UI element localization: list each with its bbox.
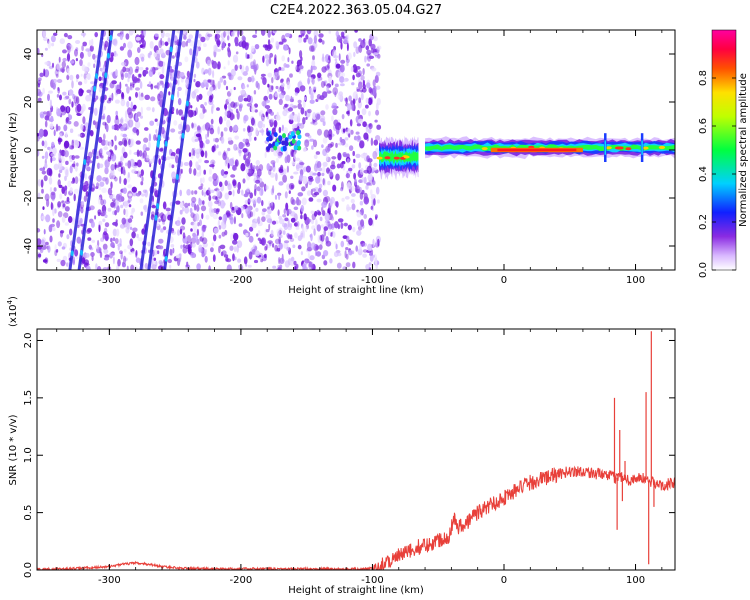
spectrogram-ytick-label: -20 bbox=[23, 190, 34, 206]
spectrogram-xlabel: Height of straight line (km) bbox=[288, 285, 424, 296]
spectrogram-ytick-label: 0 bbox=[23, 147, 34, 153]
spectrogram-ytick-label: -40 bbox=[23, 238, 34, 254]
snr-frame bbox=[36, 328, 676, 571]
colorbar-label: Normalized spectral amplitude bbox=[738, 73, 749, 227]
figure-title: C2E4.2022.363.05.04.G27 bbox=[270, 3, 442, 18]
colorbar-tick-label: 0.2 bbox=[698, 214, 709, 230]
snr-xtick-label: -100 bbox=[361, 575, 384, 586]
snr-xtick-label: -200 bbox=[230, 575, 253, 586]
colorbar-gradient bbox=[711, 29, 737, 271]
snr-xtick-label: 100 bbox=[626, 575, 645, 586]
colorbar: 0.0 0.2 0.4 0.6 0.8 Normalized spectral ampl… bbox=[698, 29, 749, 278]
diagonal-track bbox=[68, 30, 105, 270]
snr-xtick-label: 0 bbox=[501, 575, 507, 586]
diagonal-track bbox=[77, 30, 114, 270]
snr-xtick-label: -300 bbox=[98, 575, 121, 586]
colorbar-tick-label: 0.6 bbox=[698, 118, 709, 134]
snr-scale-open: (x10 bbox=[8, 304, 19, 327]
snr-ytick-label: 0.0 bbox=[23, 562, 34, 578]
spectrogram-ylabel: Frequency (Hz) bbox=[8, 112, 19, 188]
diagonal-track bbox=[147, 30, 184, 270]
spectrogram-marks bbox=[37, 30, 675, 270]
signal-band bbox=[376, 135, 419, 181]
spectrogram-ytick-label: 20 bbox=[23, 96, 34, 109]
signal-patch bbox=[266, 129, 302, 152]
diagonal-track bbox=[139, 30, 176, 270]
diagonal-track bbox=[163, 30, 199, 270]
spectrogram-xtick-label: 100 bbox=[626, 275, 645, 286]
colorbar-tick-label: 0.8 bbox=[698, 70, 709, 86]
colorbar-tick-label: 0.0 bbox=[698, 262, 709, 278]
snr-ticks: -300 -200 -100 0 100 0.0 0.5 1.0 1.5 2.0 bbox=[23, 329, 675, 586]
snr-ytick-label: 2.0 bbox=[23, 333, 34, 349]
colorbar-tick-label: 0.4 bbox=[698, 166, 709, 182]
colorbar-ticks: 0.0 0.2 0.4 0.6 0.8 bbox=[698, 70, 736, 278]
spectrogram-xtick-label: -300 bbox=[98, 275, 121, 286]
snr-panel: -300 -200 -100 0 100 0.0 0.5 1.0 1.5 2.0 Height o… bbox=[6, 296, 676, 596]
snr-scale-exponent: 4 bbox=[6, 299, 14, 304]
spectrogram-ytick-label: 40 bbox=[23, 48, 34, 61]
spectrogram-xtick-label: -200 bbox=[230, 275, 253, 286]
snr-ytick-label: 0.5 bbox=[23, 505, 34, 521]
snr-xlabel: Height of straight line (km) bbox=[288, 585, 424, 596]
signal-band bbox=[425, 136, 675, 160]
snr-scale-label: (x104) bbox=[6, 296, 19, 327]
snr-ylabel: SNR (10 * v/v) bbox=[8, 414, 19, 485]
snr-scale-close: ) bbox=[8, 296, 19, 300]
spectrogram-xtick-label: 0 bbox=[501, 275, 507, 286]
snr-ytick-label: 1.0 bbox=[23, 447, 34, 463]
spectrogram-xtick-label: -100 bbox=[361, 275, 384, 286]
snr-ytick-label: 1.5 bbox=[23, 390, 34, 406]
